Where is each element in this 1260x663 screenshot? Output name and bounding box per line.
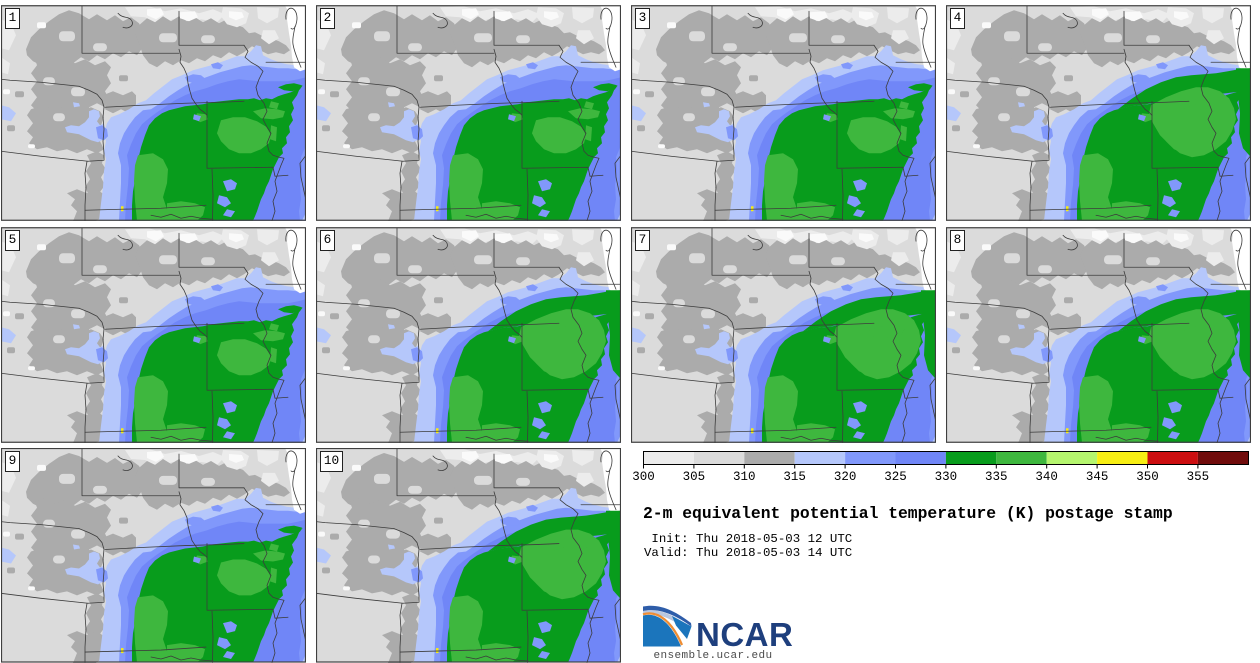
svg-text:NCAR: NCAR [696,616,793,652]
